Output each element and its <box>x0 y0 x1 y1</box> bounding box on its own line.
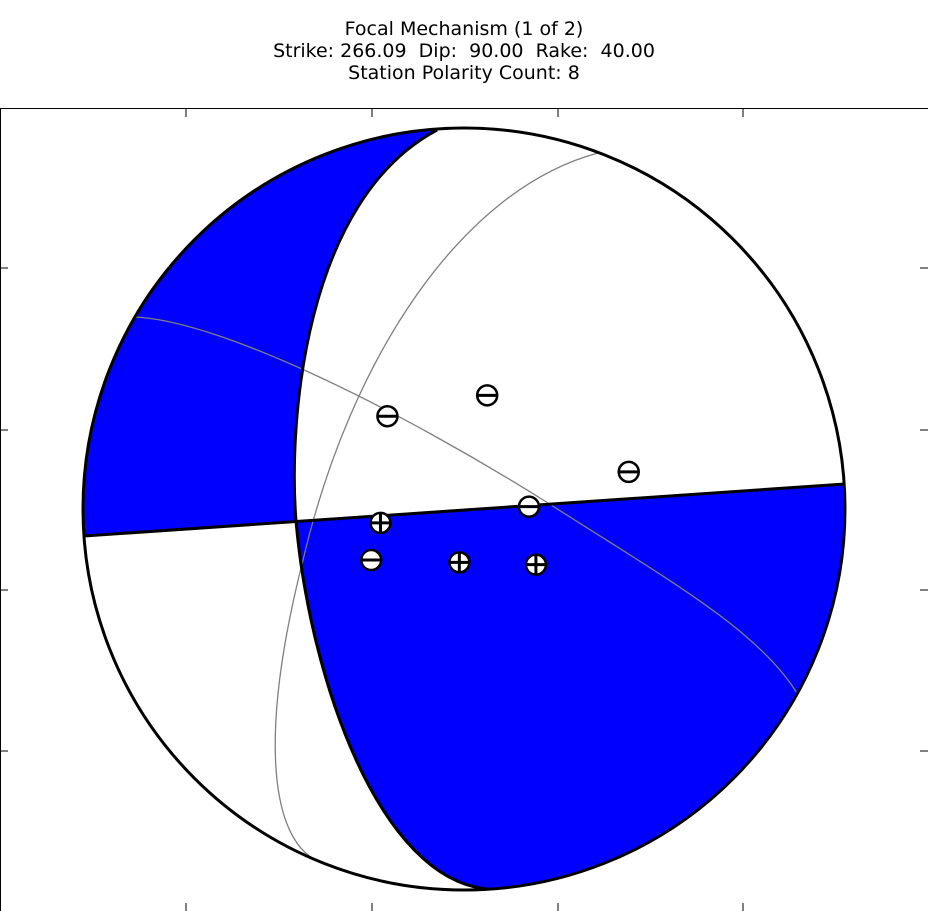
auxiliary-curve-2 <box>274 152 599 859</box>
station-marker-dilatation <box>475 384 499 407</box>
station-markers <box>359 384 640 576</box>
station-marker-dilatation <box>517 495 541 518</box>
compression-quadrant-lower-right <box>296 484 846 889</box>
axes-frame <box>0 108 928 911</box>
station-marker-compression <box>369 511 392 535</box>
chart-title: Focal Mechanism (1 of 2) Strike: 266.09 … <box>0 18 928 84</box>
chart-title-line-1: Focal Mechanism (1 of 2) <box>344 18 584 40</box>
station-marker-compression <box>448 551 471 574</box>
nodal-plane-line <box>83 482 846 538</box>
station-marker-dilatation <box>359 548 383 572</box>
compression-quadrant-upper-left <box>83 130 438 536</box>
axis-ticks <box>0 109 928 911</box>
auxiliary-curve-1 <box>133 316 799 696</box>
station-marker-dilatation <box>617 460 640 484</box>
station-marker-dilatation <box>376 404 399 428</box>
beachball-outline <box>81 126 847 892</box>
chart-title-line-2: Strike: 266.09 Dip: 90.00 Rake: 40.00 <box>273 40 655 62</box>
chart-title-line-3: Station Polarity Count: 8 <box>348 62 580 84</box>
station-marker-compression <box>524 553 548 576</box>
